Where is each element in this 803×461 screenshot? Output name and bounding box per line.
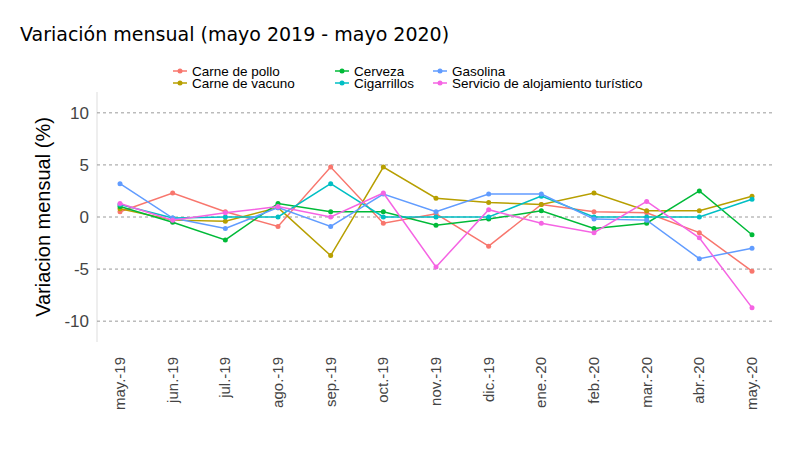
data-point xyxy=(486,215,491,220)
x-tick-label: mar.-20 xyxy=(638,357,655,408)
data-point xyxy=(381,165,386,170)
data-point xyxy=(328,165,333,170)
series-line xyxy=(120,191,752,240)
x-tick-label: may.-20 xyxy=(743,357,760,410)
data-point xyxy=(486,192,491,197)
data-point xyxy=(644,199,649,204)
series-line xyxy=(120,184,752,218)
data-point xyxy=(170,218,175,223)
data-point xyxy=(381,209,386,214)
series-line xyxy=(120,167,752,271)
data-point xyxy=(276,224,281,229)
data-point xyxy=(328,253,333,258)
legend-marker xyxy=(178,69,183,74)
data-point xyxy=(644,208,649,213)
y-tick-label: 10 xyxy=(70,104,89,123)
data-point xyxy=(750,269,755,274)
data-point xyxy=(697,188,702,193)
data-point xyxy=(750,246,755,251)
x-tick-label: abr.-20 xyxy=(690,357,707,404)
data-point xyxy=(434,196,439,201)
legend-marker xyxy=(340,69,345,74)
y-axis-label: Variacion mensual (%) xyxy=(32,117,54,317)
data-point xyxy=(381,221,386,226)
data-point xyxy=(434,215,439,220)
data-point xyxy=(592,217,597,222)
legend-marker xyxy=(340,81,345,86)
data-point xyxy=(434,265,439,270)
data-point xyxy=(592,191,597,196)
y-tick-label: 5 xyxy=(80,156,89,175)
y-tick-label: -5 xyxy=(74,260,89,279)
legend-label: Cigarrillos xyxy=(354,76,414,91)
data-point xyxy=(223,210,228,215)
data-point xyxy=(750,232,755,237)
data-point xyxy=(644,218,649,223)
series-line xyxy=(120,193,752,308)
data-point xyxy=(697,208,702,213)
data-point xyxy=(223,226,228,231)
data-point xyxy=(486,244,491,249)
data-point xyxy=(118,201,123,206)
legend-marker xyxy=(438,69,443,74)
x-tick-label: jul.-19 xyxy=(216,357,233,399)
data-point xyxy=(697,230,702,235)
legend: Carne de polloCarne de vacunoCervezaCiga… xyxy=(173,64,643,91)
data-point xyxy=(486,207,491,212)
data-point xyxy=(539,202,544,207)
data-point xyxy=(276,204,281,209)
plot-area xyxy=(118,165,755,311)
data-point xyxy=(118,181,123,186)
y-tick-label: -10 xyxy=(64,312,89,331)
data-point xyxy=(539,221,544,226)
data-point xyxy=(381,215,386,220)
x-tick-label: jun.-19 xyxy=(164,357,181,404)
data-point xyxy=(592,230,597,235)
data-point xyxy=(486,200,491,205)
x-tick-label: sep.-19 xyxy=(322,357,339,407)
legend-label: Servicio de alojamiento turístico xyxy=(452,76,643,91)
data-point xyxy=(697,256,702,261)
data-point xyxy=(539,202,544,207)
x-tick-label: feb.-20 xyxy=(585,357,602,404)
data-point xyxy=(170,218,175,223)
data-point xyxy=(328,209,333,214)
data-point xyxy=(539,208,544,213)
data-point xyxy=(750,197,755,202)
data-point xyxy=(697,235,702,240)
data-point xyxy=(276,215,281,220)
y-tick-label: 0 xyxy=(80,208,89,227)
x-tick-label: oct.-19 xyxy=(374,357,391,403)
series-line xyxy=(120,184,752,259)
data-point xyxy=(434,223,439,228)
x-tick-label: dic.-19 xyxy=(480,357,497,402)
data-point xyxy=(328,215,333,220)
data-point xyxy=(328,181,333,186)
data-point xyxy=(697,215,702,220)
legend-label: Carne de vacuno xyxy=(192,76,295,91)
title: Variación mensual (mayo 2019 - mayo 2020… xyxy=(20,23,449,45)
data-point xyxy=(223,237,228,242)
x-tick-label: nov.-19 xyxy=(427,357,444,406)
x-tick-label: may.-19 xyxy=(111,357,128,410)
data-point xyxy=(434,209,439,214)
data-point xyxy=(750,305,755,310)
data-point xyxy=(381,191,386,196)
x-tick-label: ene.-20 xyxy=(532,357,549,408)
data-point xyxy=(592,209,597,214)
data-point xyxy=(170,191,175,196)
series-line xyxy=(120,167,752,256)
x-tick-label: ago.-19 xyxy=(269,357,286,408)
data-point xyxy=(328,224,333,229)
grid-line xyxy=(97,164,775,165)
legend-marker xyxy=(438,81,443,86)
grid-line xyxy=(97,112,775,113)
grid-line xyxy=(97,321,775,322)
data-point xyxy=(539,192,544,197)
legend-marker xyxy=(178,81,183,86)
chart: Variación mensual (mayo 2019 - mayo 2020… xyxy=(0,0,803,461)
